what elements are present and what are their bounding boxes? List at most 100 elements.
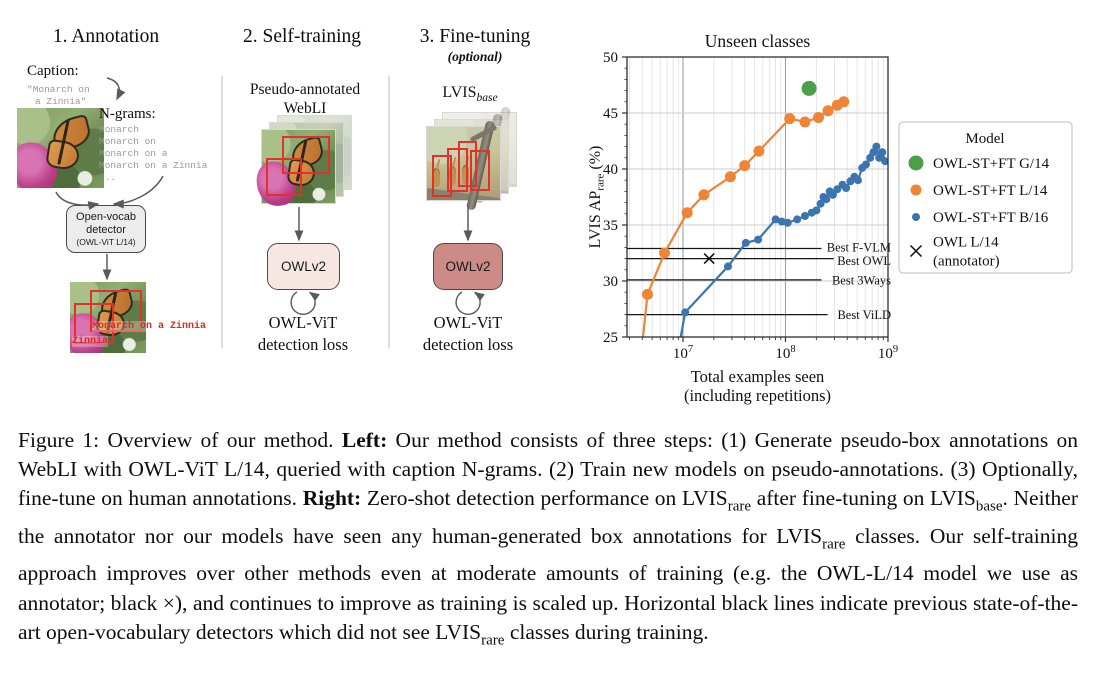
data-point: [739, 160, 751, 172]
gt-box-4: [470, 150, 490, 191]
pseudo-box-butterfly: [282, 136, 330, 174]
self-loop-ft: [455, 291, 485, 316]
caption-subscript: rare: [727, 498, 752, 515]
owlv2-label-ft: OWLv2: [445, 259, 491, 274]
caption-subscript: base: [975, 498, 1003, 515]
data-point: [637, 339, 648, 350]
gt-box-2: [447, 148, 468, 192]
legend-marker: [908, 155, 924, 171]
caption-subscript: rare: [822, 536, 846, 553]
annotator-x-marker: [703, 253, 715, 265]
ngrams-label: N-grams:: [99, 106, 156, 122]
data-point: [784, 113, 796, 125]
butterfly-photo-webli: [253, 130, 335, 210]
data-point: [659, 247, 670, 259]
giraffe-photo: [427, 119, 500, 211]
step3-subtitle: (optional): [447, 49, 503, 64]
loss-ft-line1: OWL-ViT: [433, 313, 503, 332]
legend-label: OWL-ST+FT G/14: [933, 156, 1050, 172]
baseline-label: Best OWL: [837, 254, 891, 268]
legend-label: OWL-ST+FT B/16: [933, 210, 1049, 226]
data-point: [801, 80, 817, 96]
caption-label: Caption:: [27, 63, 79, 79]
ngram-item: Monarch: [99, 124, 139, 135]
series-line: [641, 100, 845, 337]
ngram-list: Monarch Monarch on Monarch on a Monarch on …: [99, 124, 207, 184]
data-point: [724, 171, 736, 183]
data-point: [872, 142, 881, 151]
legend-marker: [912, 213, 920, 221]
arrow-caption-to-ngrams: [106, 77, 126, 101]
owlv2-label-st: OWLv2: [280, 259, 326, 274]
data-point: [741, 238, 750, 247]
data-point: [753, 145, 765, 157]
x-tick-label: 109: [878, 344, 898, 362]
ngram-item: Monarch on a Zinnia: [99, 160, 208, 171]
gt-box-1: [432, 155, 452, 197]
loss-st-line2: detection loss: [257, 335, 349, 354]
caption-text-line1: "Monarch on: [27, 84, 90, 95]
x-tick-label: 107: [673, 344, 693, 362]
data-point: [881, 157, 888, 166]
data-point: [801, 212, 809, 220]
stack-layer-front: [253, 130, 335, 210]
x-axis-label-line1: Total examples seen: [691, 367, 825, 386]
x-axis-label-line2: (including repetitions): [684, 386, 831, 405]
webli-label-line2: WebLI: [283, 100, 327, 117]
legend-x-marker: [909, 244, 923, 258]
self-loop-st: [290, 291, 320, 316]
method-diagram: 1. Annotation Caption: "Monarch on a Zin…: [0, 0, 586, 420]
legend-marker: [910, 184, 922, 196]
legend-box: [898, 121, 1073, 274]
y-tick-label: 30: [603, 274, 618, 290]
loss-st-line1: OWL-ViT: [268, 313, 338, 332]
step1-title: 1. Annotation: [52, 26, 160, 47]
loss-label-self-training: OWL-ViT detection loss: [248, 312, 358, 356]
figure-caption: Figure 1: Overview of our method. Left: …: [18, 426, 1078, 655]
open-vocab-detector-box: Open-vocab detector (OWL-ViT L/14): [66, 205, 146, 253]
arrow-image-to-detector: [55, 191, 100, 211]
caption-text: after fine-tuning on LVIS: [751, 486, 976, 511]
data-point: [724, 262, 732, 271]
detection-label-zinnia: Zinnia: [72, 336, 109, 347]
caption-text: . Neither the annotator nor our models h…: [18, 486, 1079, 548]
unseen-classes-chart: Best F-VLM Best OWL Best 3Ways Best ViLD 107…: [586, 20, 1096, 420]
butterfly-photo: [17, 108, 104, 188]
stack-layer-front: [427, 119, 500, 211]
legend-label: OWL L/14: [933, 235, 999, 251]
data-point: [771, 215, 780, 224]
pseudo-box-flower: [266, 158, 302, 196]
lvis-base-label: LVISbase: [420, 84, 520, 104]
webli-dataset-label: Pseudo-annotated WebLI: [239, 80, 371, 118]
data-point: [793, 215, 802, 224]
chart-title: Unseen classes: [705, 31, 811, 51]
loss-label-fine-tuning: OWL-ViT detection loss: [413, 312, 523, 356]
data-point: [822, 105, 834, 117]
caption-subscript: rare: [481, 632, 505, 649]
data-point: [681, 308, 690, 317]
data-point: [642, 288, 653, 300]
ngram-item: ...: [99, 172, 117, 183]
caption-bold: Left:: [341, 428, 388, 452]
caption-text: Our method consists of three steps: (1) …: [18, 428, 1079, 511]
ngram-item: Monarch on: [99, 136, 157, 147]
owlv2-box-fine-tuning: OWLv2: [433, 243, 503, 290]
caption-bold: Right:: [302, 486, 362, 511]
webli-label-line1: Pseudo-annotated: [249, 81, 361, 98]
caption-text: classes during training.: [504, 619, 709, 644]
data-point: [783, 218, 792, 227]
y-tick-label: 40: [603, 162, 618, 178]
data-point: [813, 112, 824, 123]
data-point: [681, 207, 693, 219]
caption-text: Figure 1: Overview of our method.: [18, 428, 342, 452]
y-tick-label: 45: [603, 106, 618, 122]
detection-box-flower: [74, 303, 114, 344]
data-point: [816, 199, 825, 208]
data-point: [812, 206, 821, 215]
detector-line2: detector: [86, 224, 126, 236]
owlv2-box-self-training: OWLv2: [267, 243, 340, 290]
data-point: [833, 185, 842, 194]
baseline-label: Best 3Ways: [832, 273, 891, 287]
